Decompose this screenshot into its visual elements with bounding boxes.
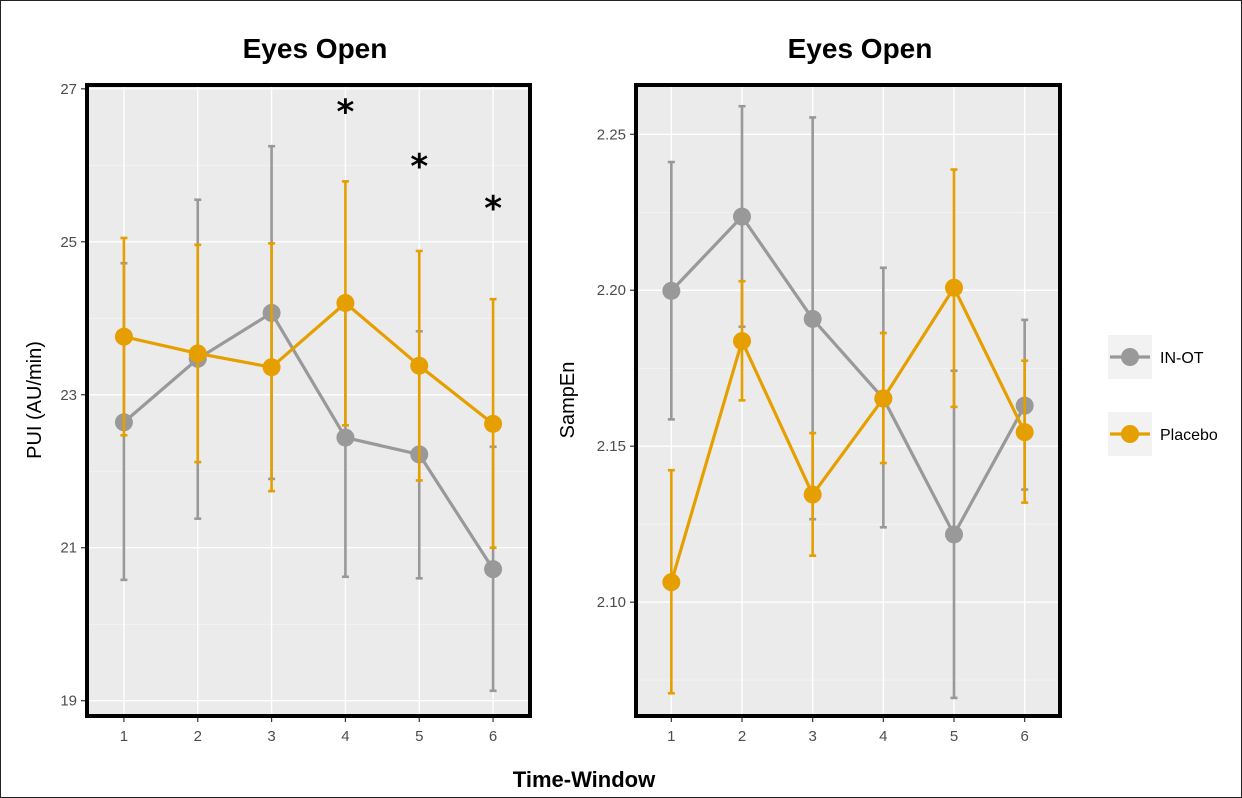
x-axis-title: Time-Window bbox=[513, 767, 656, 792]
data-point-placebo bbox=[803, 485, 822, 504]
y-tick-label: 2.15 bbox=[597, 438, 626, 455]
series-line-in-ot bbox=[122, 311, 495, 571]
data-point-placebo bbox=[188, 344, 207, 363]
data-point-placebo bbox=[874, 389, 893, 408]
data-point-in-ot bbox=[733, 207, 751, 226]
significance-marker: * bbox=[410, 147, 428, 187]
chart-panel-sampen: Eyes Open SampEn 2.10 2.15 2.20 2.25 1 2 3 4 5 6 bbox=[557, 33, 1062, 745]
data-point-placebo bbox=[1015, 423, 1034, 442]
panel-title-sampen: Eyes Open bbox=[788, 33, 933, 64]
legend-label: IN-OT bbox=[1160, 350, 1204, 367]
x-tick-label: 6 bbox=[1020, 728, 1028, 745]
y-axis-title-pui: PUI (AU/min) bbox=[24, 341, 46, 459]
data-point-placebo bbox=[484, 414, 503, 433]
plot-area-sampen bbox=[636, 85, 1060, 716]
data-point-placebo bbox=[662, 573, 681, 592]
y-axis-title-sampen: SampEn bbox=[557, 362, 579, 439]
x-tick-label: 5 bbox=[415, 728, 423, 745]
x-tick-label: 5 bbox=[950, 728, 958, 745]
data-point-placebo bbox=[336, 293, 355, 312]
x-tick-label: 4 bbox=[341, 728, 349, 745]
data-point-in-ot bbox=[945, 525, 963, 544]
data-point-placebo bbox=[410, 356, 429, 375]
y-tick-label: 2.25 bbox=[597, 126, 626, 143]
x-tick-label: 1 bbox=[667, 728, 675, 745]
series-line-placebo bbox=[669, 286, 1027, 583]
significance-marker: * bbox=[484, 189, 502, 229]
y-tick-label: 2.20 bbox=[597, 282, 626, 299]
y-tick-label: 23 bbox=[60, 387, 77, 404]
data-point-in-ot bbox=[662, 281, 681, 300]
data-point-placebo bbox=[733, 332, 751, 351]
series-line-in-ot bbox=[670, 215, 1027, 537]
panel-title-pui: Eyes Open bbox=[243, 33, 388, 64]
y-tick-label: 2.10 bbox=[597, 594, 626, 611]
data-point-in-ot bbox=[336, 428, 355, 447]
panel-border-sampen bbox=[634, 83, 1062, 718]
y-tick-label: 25 bbox=[60, 234, 77, 251]
legend-item-placebo: Placebo bbox=[1108, 412, 1218, 456]
y-tick-label: 19 bbox=[60, 693, 77, 710]
y-tick-label: 27 bbox=[60, 81, 77, 98]
x-tick-label: 1 bbox=[120, 728, 128, 745]
legend: IN-OT Placebo bbox=[1108, 335, 1218, 456]
data-point-placebo bbox=[945, 278, 963, 297]
x-tick-label: 4 bbox=[879, 728, 887, 745]
legend-key-point bbox=[1121, 348, 1139, 366]
x-tick-label: 2 bbox=[738, 728, 746, 745]
x-tick-label: 2 bbox=[194, 728, 202, 745]
data-point-in-ot bbox=[803, 309, 822, 328]
legend-label: Placebo bbox=[1160, 427, 1218, 444]
panel-border-pui bbox=[85, 83, 532, 718]
legend-item-in-ot: IN-OT bbox=[1108, 335, 1204, 379]
data-point-placebo bbox=[262, 358, 281, 377]
x-tick-label: 3 bbox=[267, 728, 275, 745]
data-point-in-ot bbox=[484, 560, 503, 579]
series-line-placebo bbox=[123, 301, 495, 426]
x-tick-label: 6 bbox=[489, 728, 497, 745]
legend-key-point bbox=[1121, 425, 1139, 443]
y-tick-label: 21 bbox=[60, 540, 77, 557]
x-tick-label: 3 bbox=[808, 728, 816, 745]
data-point-placebo bbox=[114, 327, 133, 346]
plot-area-pui bbox=[87, 85, 530, 716]
significance-marker: * bbox=[337, 93, 355, 133]
